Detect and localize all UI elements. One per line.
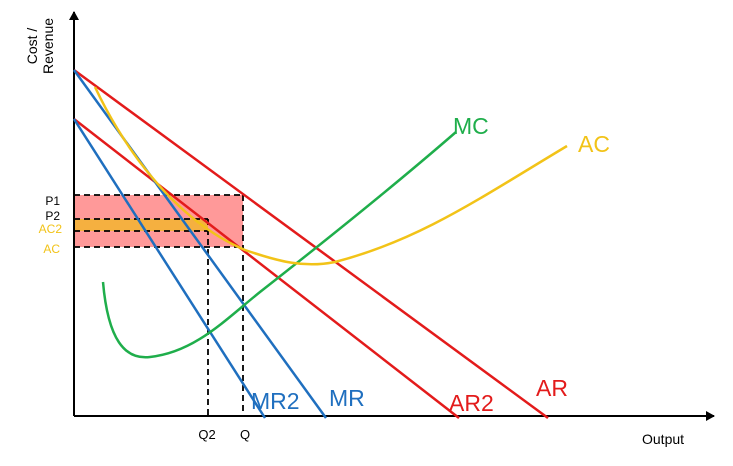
p1-label: P1 [45, 194, 60, 208]
y-axis-label: Cost / Revenue [24, 18, 56, 74]
q2-label: Q2 [198, 427, 215, 442]
ar2-curve [73, 118, 460, 419]
x-axis-label: Output [642, 431, 684, 447]
mr2-label: MR2 [251, 388, 300, 414]
q-label: Q [240, 427, 250, 442]
mr2-curve [72, 118, 267, 419]
ac-curve [93, 86, 568, 266]
p2-label: P2 [45, 209, 60, 223]
ar2-label: AR2 [449, 390, 494, 416]
y-axis-label-line1: Cost / [24, 28, 40, 65]
mr-label: MR [329, 385, 365, 411]
ac-curve-label: AC [578, 131, 610, 157]
ac-price-label: AC [43, 242, 60, 256]
ar-label: AR [536, 375, 568, 401]
mc-curve [101, 131, 457, 359]
ar-curve [73, 68, 549, 420]
mc-label: MC [453, 113, 489, 139]
ac2-price-label: AC2 [39, 222, 63, 236]
y-axis-label-line2: Revenue [40, 18, 56, 74]
